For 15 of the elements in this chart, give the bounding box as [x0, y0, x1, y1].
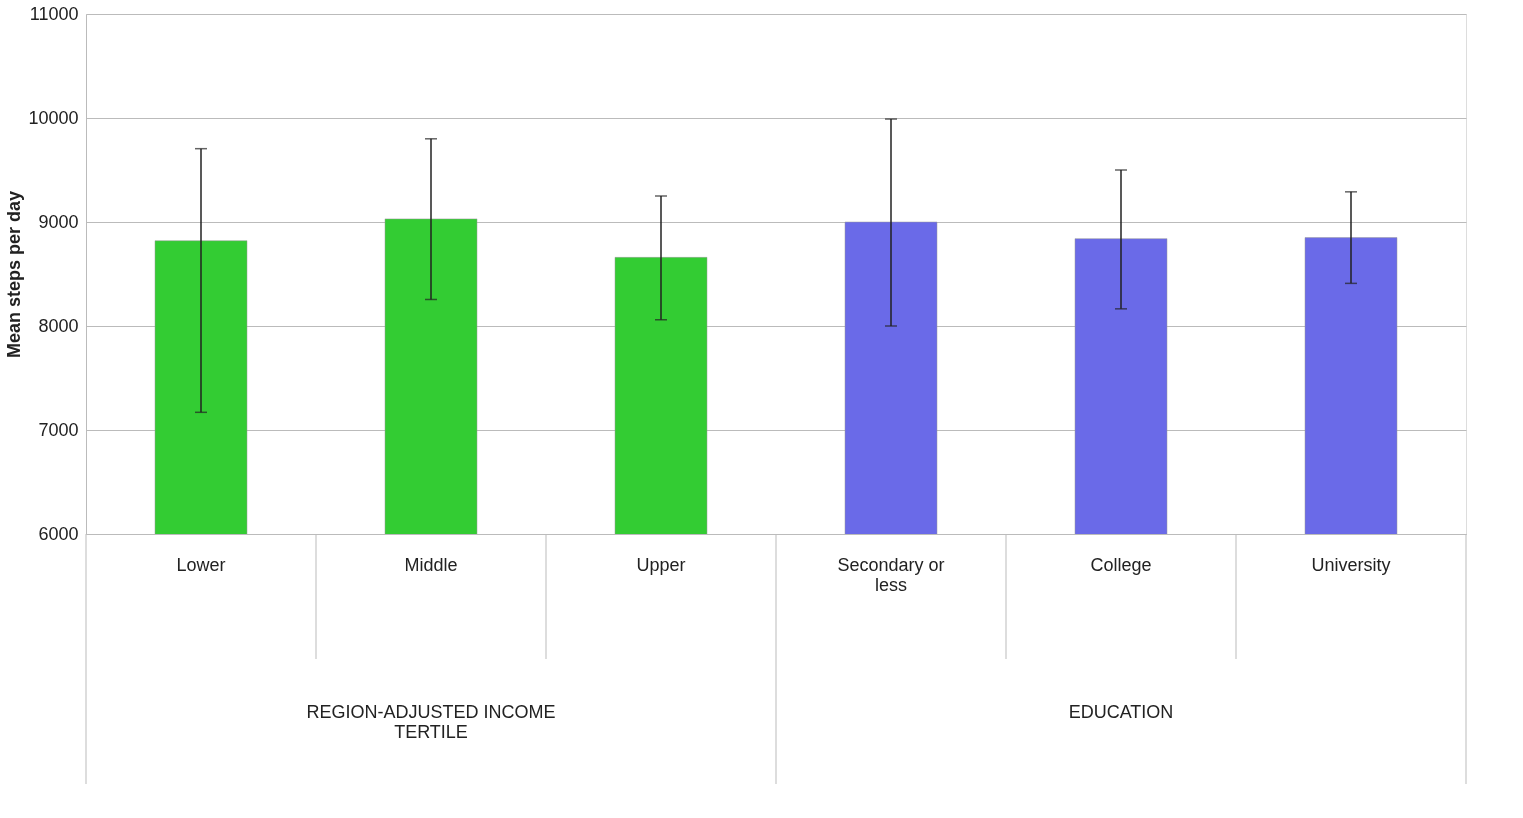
- x-tick-label: Upper: [636, 554, 686, 575]
- y-tick-label: 11000: [29, 3, 79, 24]
- x-tick-label: College: [1090, 554, 1152, 575]
- x-tick-label: Lower: [176, 554, 226, 575]
- x-tick-label: Secondary or less: [837, 554, 945, 595]
- x-tick-label: Middle: [404, 554, 458, 575]
- text: EDUCATION: [1068, 702, 1174, 722]
- y-tick-label: 7000: [38, 419, 79, 440]
- text: REGION-ADJUSTED INCOME TERTILE: [306, 702, 556, 742]
- y-tick-label: 10000: [28, 107, 79, 128]
- y-axis-title: Mean steps per day: [4, 190, 25, 359]
- y-tick-label: 8000: [38, 315, 79, 336]
- y-tick-label: 6000: [38, 523, 79, 544]
- x-tick-label: University: [1311, 554, 1391, 575]
- y-tick-label: 9000: [38, 211, 79, 232]
